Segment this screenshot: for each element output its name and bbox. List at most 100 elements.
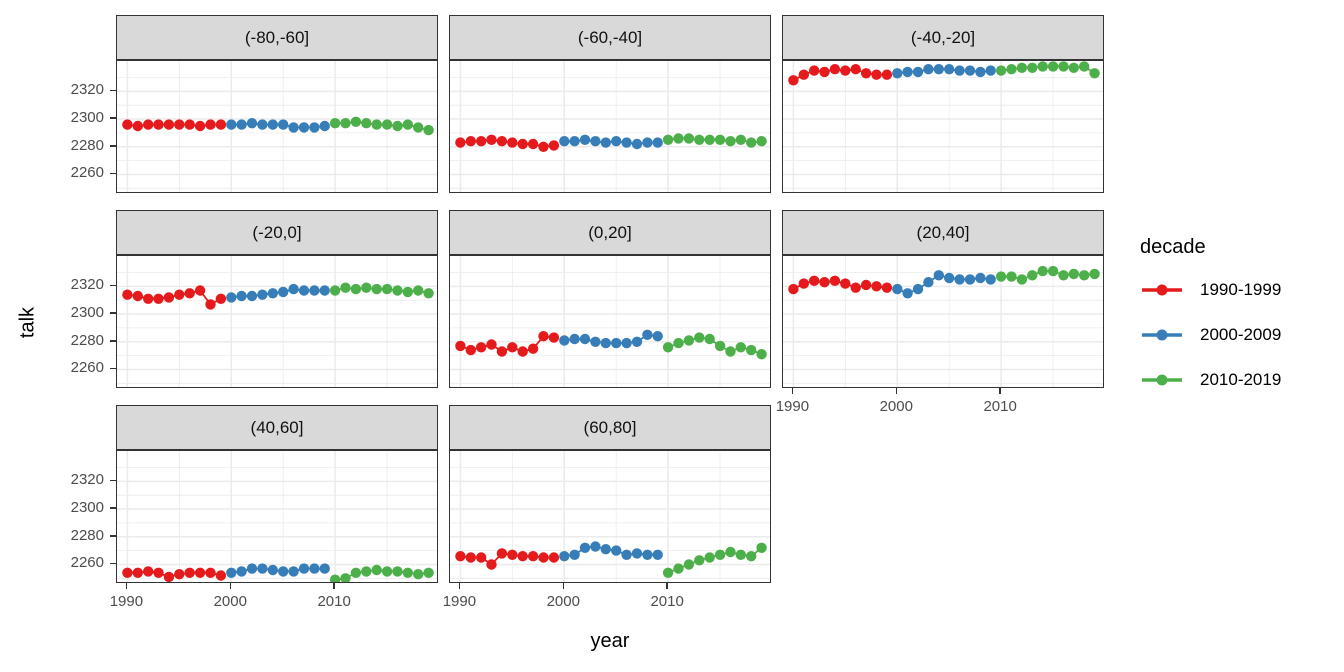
data-point [350, 283, 362, 295]
data-point [819, 277, 830, 288]
data-point [611, 545, 622, 556]
data-point [579, 134, 591, 145]
data-point [507, 137, 518, 148]
data-point [153, 567, 164, 578]
series-2010-2019 [662, 542, 767, 578]
data-point [288, 283, 299, 295]
data-point [205, 299, 216, 310]
data-point [621, 549, 632, 560]
data-point [361, 282, 372, 293]
data-point [642, 137, 653, 148]
data-point [1089, 68, 1100, 79]
data-point [912, 66, 924, 78]
y-axis-tick [110, 145, 116, 147]
data-point [704, 333, 715, 345]
data-point [559, 136, 570, 147]
data-point [559, 551, 570, 562]
data-point [559, 335, 570, 346]
data-point [662, 134, 674, 145]
data-point [143, 119, 154, 130]
data-point [746, 137, 757, 148]
x-axis-tick-label: 1990 [442, 593, 477, 610]
data-point [600, 137, 611, 148]
data-point [1016, 62, 1028, 73]
data-point [392, 285, 403, 296]
data-point [985, 274, 996, 285]
data-point [257, 289, 268, 300]
legend-entries: 1990-1999 2000-2009 2010-2019 [1140, 267, 1281, 402]
data-point [1027, 270, 1038, 281]
data-point [455, 340, 466, 352]
data-point [985, 65, 996, 76]
data-point [507, 342, 518, 353]
data-point [694, 555, 705, 566]
facet-panel: (-40,-20] [782, 15, 1104, 193]
facet-panel: (60,80] [449, 405, 771, 583]
legend-entry-label: 1990-1999 [1200, 279, 1282, 299]
y-axis-tick [110, 562, 116, 565]
data-point [465, 344, 476, 356]
facet-panel: (-60,-40] [449, 15, 771, 193]
data-point [590, 541, 601, 552]
data-point [975, 272, 986, 284]
facet-panel: (-80,-60] [116, 15, 438, 193]
facet-strip: (60,80] [449, 405, 771, 450]
data-point [496, 346, 508, 357]
legend-entry: 1990-1999 [1140, 267, 1281, 312]
series-1990-1999 [788, 275, 893, 295]
data-point [361, 118, 372, 129]
data-point [309, 122, 320, 133]
data-point [642, 549, 653, 560]
data-point [184, 567, 195, 578]
series-2010-2019 [329, 564, 434, 582]
data-point [309, 285, 320, 296]
panel-canvas [116, 450, 438, 583]
data-point [267, 119, 278, 130]
data-point [933, 270, 944, 281]
data-point [788, 75, 799, 86]
panel-canvas [116, 255, 438, 388]
data-point [798, 69, 809, 80]
data-point [143, 566, 154, 577]
data-point [486, 134, 497, 145]
data-point [652, 549, 663, 560]
x-axis-tick-label: 2010 [983, 398, 1017, 415]
data-point [257, 563, 268, 574]
data-point [579, 333, 591, 345]
data-point [1047, 61, 1059, 72]
legend-entry-label: 2010-2019 [1200, 369, 1282, 389]
data-point [226, 567, 237, 578]
data-point [714, 549, 726, 560]
facet-strip-label: (-80,-60] [244, 27, 310, 47]
data-point [735, 549, 746, 560]
data-point [1006, 271, 1017, 282]
series-2000-2009 [226, 283, 330, 303]
legend-key-icon [1142, 329, 1182, 340]
panel-canvas [449, 450, 771, 583]
series-2010-2019 [329, 116, 434, 136]
data-point [756, 136, 767, 147]
data-point [257, 119, 268, 130]
facet-strip: (0,20] [449, 210, 771, 255]
data-point [1089, 268, 1100, 280]
facet-strip-label: (0,20] [588, 222, 632, 242]
legend-entry: 2000-2009 [1140, 312, 1281, 357]
data-point [662, 342, 674, 353]
data-point [402, 567, 413, 578]
data-point [309, 563, 320, 574]
data-point [621, 337, 632, 349]
data-point [465, 136, 476, 147]
facet-strip: (-80,-60] [116, 15, 438, 60]
data-point [871, 281, 882, 292]
data-point [725, 546, 736, 558]
data-point [892, 283, 903, 295]
data-point [194, 567, 206, 578]
data-point [881, 282, 893, 293]
data-point [132, 290, 143, 302]
data-point [569, 333, 580, 345]
data-point [371, 119, 382, 130]
data-point [621, 137, 632, 148]
data-point [964, 274, 976, 285]
data-point [288, 566, 299, 577]
y-axis-tick-label: 2280 [70, 331, 104, 349]
